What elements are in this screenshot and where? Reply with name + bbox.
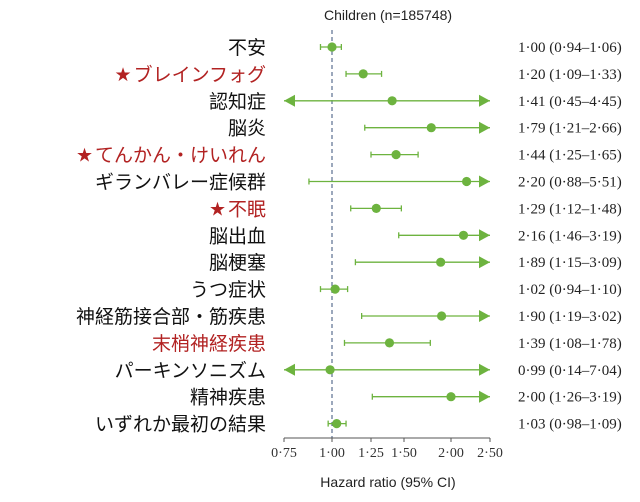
point-estimate <box>387 96 397 106</box>
ci-arrow-right <box>479 256 490 269</box>
ci-arrow-right <box>479 121 490 134</box>
x-tick-label: 2·50 <box>477 446 503 461</box>
point-estimate <box>371 203 381 213</box>
ci-arrow-right <box>479 310 490 322</box>
row-label: 脳出血 <box>209 225 266 247</box>
estimate-text: 1·03 (0·98–1·09) <box>518 417 622 433</box>
ci-arrow-right <box>479 94 490 107</box>
ci-arrow-right <box>479 175 490 188</box>
point-estimate <box>384 338 395 348</box>
estimate-text: 1·41 (0·45–4·45) <box>518 94 622 110</box>
x-tick-label: 1·25 <box>358 446 384 461</box>
ci-arrow-left <box>284 363 295 376</box>
estimate-text: 1·02 (0·94–1·10) <box>518 282 622 298</box>
point-estimate <box>426 123 436 133</box>
point-estimate <box>446 392 456 402</box>
point-estimate <box>325 365 335 375</box>
row-label: 認知症 <box>209 91 266 113</box>
row-label: ブレインフォグ <box>134 63 266 86</box>
point-estimate <box>458 230 469 240</box>
x-tick-label: 1·50 <box>391 446 417 461</box>
chart-title: Children (n=185748) <box>324 7 452 23</box>
point-estimate <box>437 311 447 321</box>
estimate-text: 1·39 (1·08–1·78) <box>518 336 622 352</box>
x-tick-label: 2·00 <box>438 446 464 461</box>
ci-arrow-right <box>479 229 490 242</box>
row-label: ギランバレー症候群 <box>95 172 266 194</box>
estimate-text: 1·89 (1·15–3·09) <box>518 255 622 271</box>
estimate-text: 1·20 (1·09–1·33) <box>518 67 622 83</box>
point-estimate <box>330 284 340 294</box>
x-tick-label: 0·75 <box>271 446 297 461</box>
point-estimate <box>358 69 368 79</box>
row-label: 神経筋接合部・筋疾患 <box>76 306 266 328</box>
estimate-text: 1·00 (0·94–1·06) <box>518 40 622 56</box>
point-estimate <box>391 150 401 160</box>
row-label: うつ症状 <box>190 279 266 301</box>
point-estimate <box>462 176 472 187</box>
row-label: 末梢神経疾患 <box>152 333 266 355</box>
x-tick-label: 1·00 <box>319 446 345 461</box>
highlight-star-icon: ★ <box>115 64 132 86</box>
estimate-text: 1·44 (1·25–1·65) <box>518 148 622 164</box>
estimate-text: 2·00 (1·26–3·19) <box>518 390 622 406</box>
estimate-text: 0·99 (0·14–7·04) <box>518 363 622 379</box>
x-axis-label: Hazard ratio (95% CI) <box>320 474 455 490</box>
estimate-text: 1·29 (1·12–1·48) <box>518 201 622 217</box>
row-label: 脳炎 <box>228 118 266 140</box>
row-label: 不眠 <box>228 198 266 220</box>
row-label: いずれか最初の結果 <box>95 414 266 436</box>
ci-arrow-right <box>479 363 490 376</box>
estimate-text: 2·16 (1·46–3·19) <box>518 228 622 244</box>
point-estimate <box>436 257 446 267</box>
ci-arrow-left <box>284 94 295 107</box>
row-label: 不安 <box>228 37 266 59</box>
estimate-text: 2·20 (0·88–5·51) <box>518 175 622 191</box>
highlight-star-icon: ★ <box>209 198 226 220</box>
ci-arrow-right <box>479 390 490 403</box>
row-label: パーキンソニズム <box>115 360 266 382</box>
highlight-star-icon: ★ <box>76 145 93 167</box>
point-estimate <box>332 419 342 429</box>
point-estimate <box>327 42 337 52</box>
row-label: てんかん・けいれん <box>95 145 266 167</box>
estimate-text: 1·79 (1·21–2·66) <box>518 121 622 137</box>
row-label: 脳梗塞 <box>209 252 266 274</box>
row-label: 精神疾患 <box>190 387 266 409</box>
estimate-text: 1·90 (1·19–3·02) <box>518 309 622 325</box>
